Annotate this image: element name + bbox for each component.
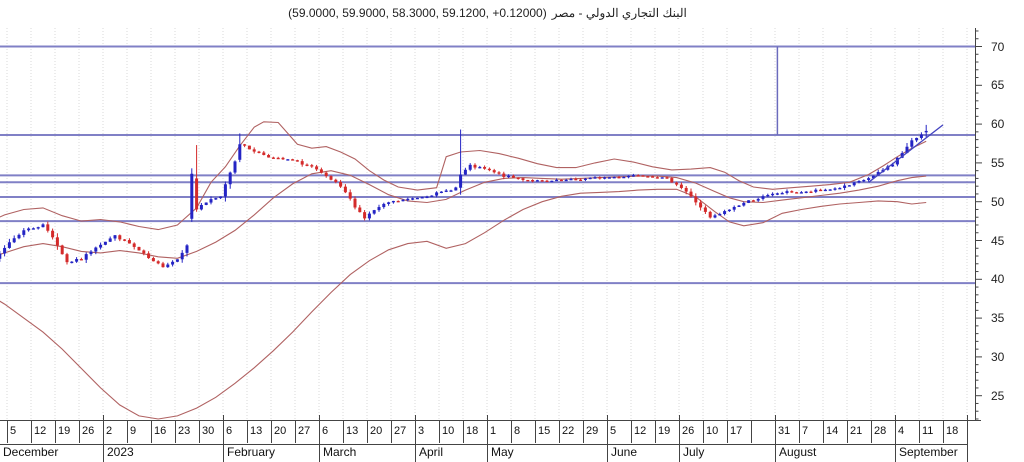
- week-cell: 19: [55, 421, 79, 443]
- week-cell: 2: [103, 421, 127, 443]
- week-cell: 12: [31, 421, 55, 443]
- drawn-trendlines: [776, 46, 944, 183]
- week-cell: 18: [463, 421, 487, 443]
- week-cell: 19: [655, 421, 679, 443]
- month-label: March: [319, 445, 415, 462]
- axis-separator: [0, 444, 967, 445]
- price-axis-label: 40: [991, 272, 1005, 287]
- chart-title: (59.0000, 59.9000, 58.3000, 59.1200, +0.…: [0, 4, 975, 22]
- week-cell: 22: [559, 421, 583, 443]
- week-cell: 13: [247, 421, 271, 443]
- week-cell: 14: [823, 421, 847, 443]
- price-axis-label: 55: [991, 155, 1005, 170]
- axes: [0, 28, 982, 462]
- month-label: September: [895, 445, 967, 462]
- month-label: August: [775, 445, 895, 462]
- week-cell: 23: [175, 421, 199, 443]
- week-cell: 18: [943, 421, 967, 443]
- price-axis-label: 65: [991, 78, 1005, 93]
- week-cell: 27: [391, 421, 415, 443]
- week-cell: 27: [295, 421, 319, 443]
- month-label: May: [487, 445, 607, 462]
- month-label: June: [607, 445, 679, 462]
- week-cell: 30: [199, 421, 223, 443]
- week-cell: 12: [631, 421, 655, 443]
- price-axis-label: 35: [991, 311, 1005, 326]
- week-gridlines: [6, 28, 968, 420]
- week-cell: [751, 421, 775, 443]
- price-axis-label: 30: [991, 349, 1005, 364]
- week-cell: [0, 421, 7, 443]
- week-cell: 31: [775, 421, 799, 443]
- week-cell: 21: [847, 421, 871, 443]
- chart-title-ohlc-values: (59.0000, 59.9000, 58.3000, 59.1200, +0.…: [288, 6, 547, 20]
- price-axis-label: 70: [991, 39, 1005, 54]
- price-axis-label: 25: [991, 388, 1005, 403]
- week-cell: 6: [319, 421, 343, 443]
- month-label: February: [223, 445, 319, 462]
- week-cell: 5: [607, 421, 631, 443]
- week-cell: 3: [415, 421, 439, 443]
- price-axis-label: 50: [991, 194, 1005, 209]
- week-cell: 20: [271, 421, 295, 443]
- candlesticks: [0, 124, 928, 268]
- week-cell: 26: [679, 421, 703, 443]
- chart-title-instrument-name: البنك التجاري الدولي - مصر: [551, 6, 687, 20]
- support-resistance-lines: [0, 45, 975, 285]
- week-cell: 9: [127, 421, 151, 443]
- price-axis-label: 45: [991, 233, 1005, 248]
- month-label: July: [679, 445, 775, 462]
- week-cell: 1: [487, 421, 511, 443]
- week-cell: 29: [583, 421, 607, 443]
- month-label: 2023: [103, 445, 223, 462]
- week-cell: 26: [79, 421, 103, 443]
- month-label: December: [3, 445, 59, 459]
- price-axis-label: 60: [991, 117, 1005, 132]
- week-cell: 5: [7, 421, 31, 443]
- week-cell: 10: [439, 421, 463, 443]
- week-cell: 20: [367, 421, 391, 443]
- week-cell: 13: [343, 421, 367, 443]
- week-cell: 11: [919, 421, 943, 443]
- week-cell: 6: [223, 421, 247, 443]
- week-cell: 16: [151, 421, 175, 443]
- week-cell: 8: [511, 421, 535, 443]
- week-cell: 7: [799, 421, 823, 443]
- month-label: April: [415, 445, 487, 462]
- week-cell: 10: [703, 421, 727, 443]
- week-cell: 15: [535, 421, 559, 443]
- week-cell-end: [967, 421, 970, 443]
- week-cell: 28: [871, 421, 895, 443]
- band-indicator-lines: [0, 121, 927, 420]
- week-cell: 4: [895, 421, 919, 443]
- week-cell: 17: [727, 421, 751, 443]
